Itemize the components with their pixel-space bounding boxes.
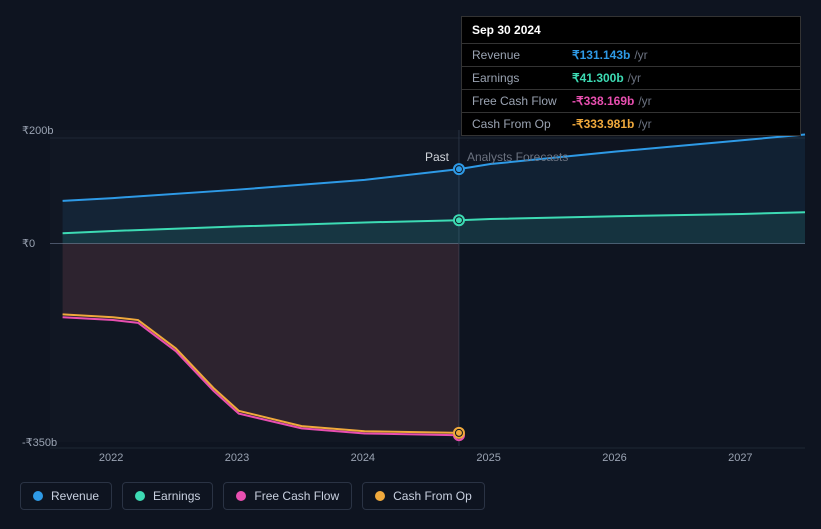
tooltip-row-value: ₹131.143b bbox=[572, 48, 630, 62]
legend-item-free-cash-flow[interactable]: Free Cash Flow bbox=[223, 482, 352, 510]
tooltip-date: Sep 30 2024 bbox=[462, 17, 800, 44]
legend-item-earnings[interactable]: Earnings bbox=[122, 482, 213, 510]
x-axis-label: 2024 bbox=[351, 452, 375, 464]
tooltip-row: Revenue₹131.143b/yr bbox=[462, 44, 800, 67]
x-axis-label: 2026 bbox=[602, 452, 626, 464]
forecast-label: Analysts Forecasts bbox=[467, 150, 568, 164]
tooltip-row-label: Earnings bbox=[472, 71, 572, 85]
x-axis-label: 2023 bbox=[225, 452, 249, 464]
tooltip-row-value: -₹333.981b bbox=[572, 117, 634, 131]
tooltip-row-suffix: /yr bbox=[638, 94, 651, 108]
y-axis-label: -₹350b bbox=[22, 436, 57, 449]
tooltip-row-value: -₹338.169b bbox=[572, 94, 634, 108]
x-axis-label: 2025 bbox=[476, 452, 500, 464]
tooltip-row-suffix: /yr bbox=[628, 71, 641, 85]
tooltip-row-value: ₹41.300b bbox=[572, 71, 624, 85]
legend: Revenue Earnings Free Cash Flow Cash From O… bbox=[20, 482, 485, 510]
legend-swatch bbox=[236, 491, 246, 501]
tooltip-row-suffix: /yr bbox=[638, 117, 651, 131]
y-axis-label: ₹200b bbox=[22, 124, 53, 137]
legend-item-revenue[interactable]: Revenue bbox=[20, 482, 112, 510]
x-axis-label: 2027 bbox=[728, 452, 752, 464]
tooltip-row-suffix: /yr bbox=[634, 48, 647, 62]
tooltip-row: Free Cash Flow-₹338.169b/yr bbox=[462, 90, 800, 113]
legend-swatch bbox=[135, 491, 145, 501]
chart-tooltip: Sep 30 2024 Revenue₹131.143b/yrEarnings₹… bbox=[461, 16, 801, 136]
legend-label: Free Cash Flow bbox=[254, 489, 339, 503]
tooltip-row-label: Free Cash Flow bbox=[472, 94, 572, 108]
legend-label: Earnings bbox=[153, 489, 200, 503]
legend-swatch bbox=[375, 491, 385, 501]
legend-swatch bbox=[33, 491, 43, 501]
legend-label: Cash From Op bbox=[393, 489, 472, 503]
tooltip-row: Earnings₹41.300b/yr bbox=[462, 67, 800, 90]
tooltip-row-label: Revenue bbox=[472, 48, 572, 62]
legend-label: Revenue bbox=[51, 489, 99, 503]
y-axis-label: ₹0 bbox=[22, 237, 35, 250]
x-axis-label: 2022 bbox=[99, 452, 123, 464]
tooltip-row-label: Cash From Op bbox=[472, 117, 572, 131]
past-label: Past bbox=[425, 150, 449, 164]
legend-item-cash-from-op[interactable]: Cash From Op bbox=[362, 482, 485, 510]
tooltip-row: Cash From Op-₹333.981b/yr bbox=[462, 113, 800, 135]
